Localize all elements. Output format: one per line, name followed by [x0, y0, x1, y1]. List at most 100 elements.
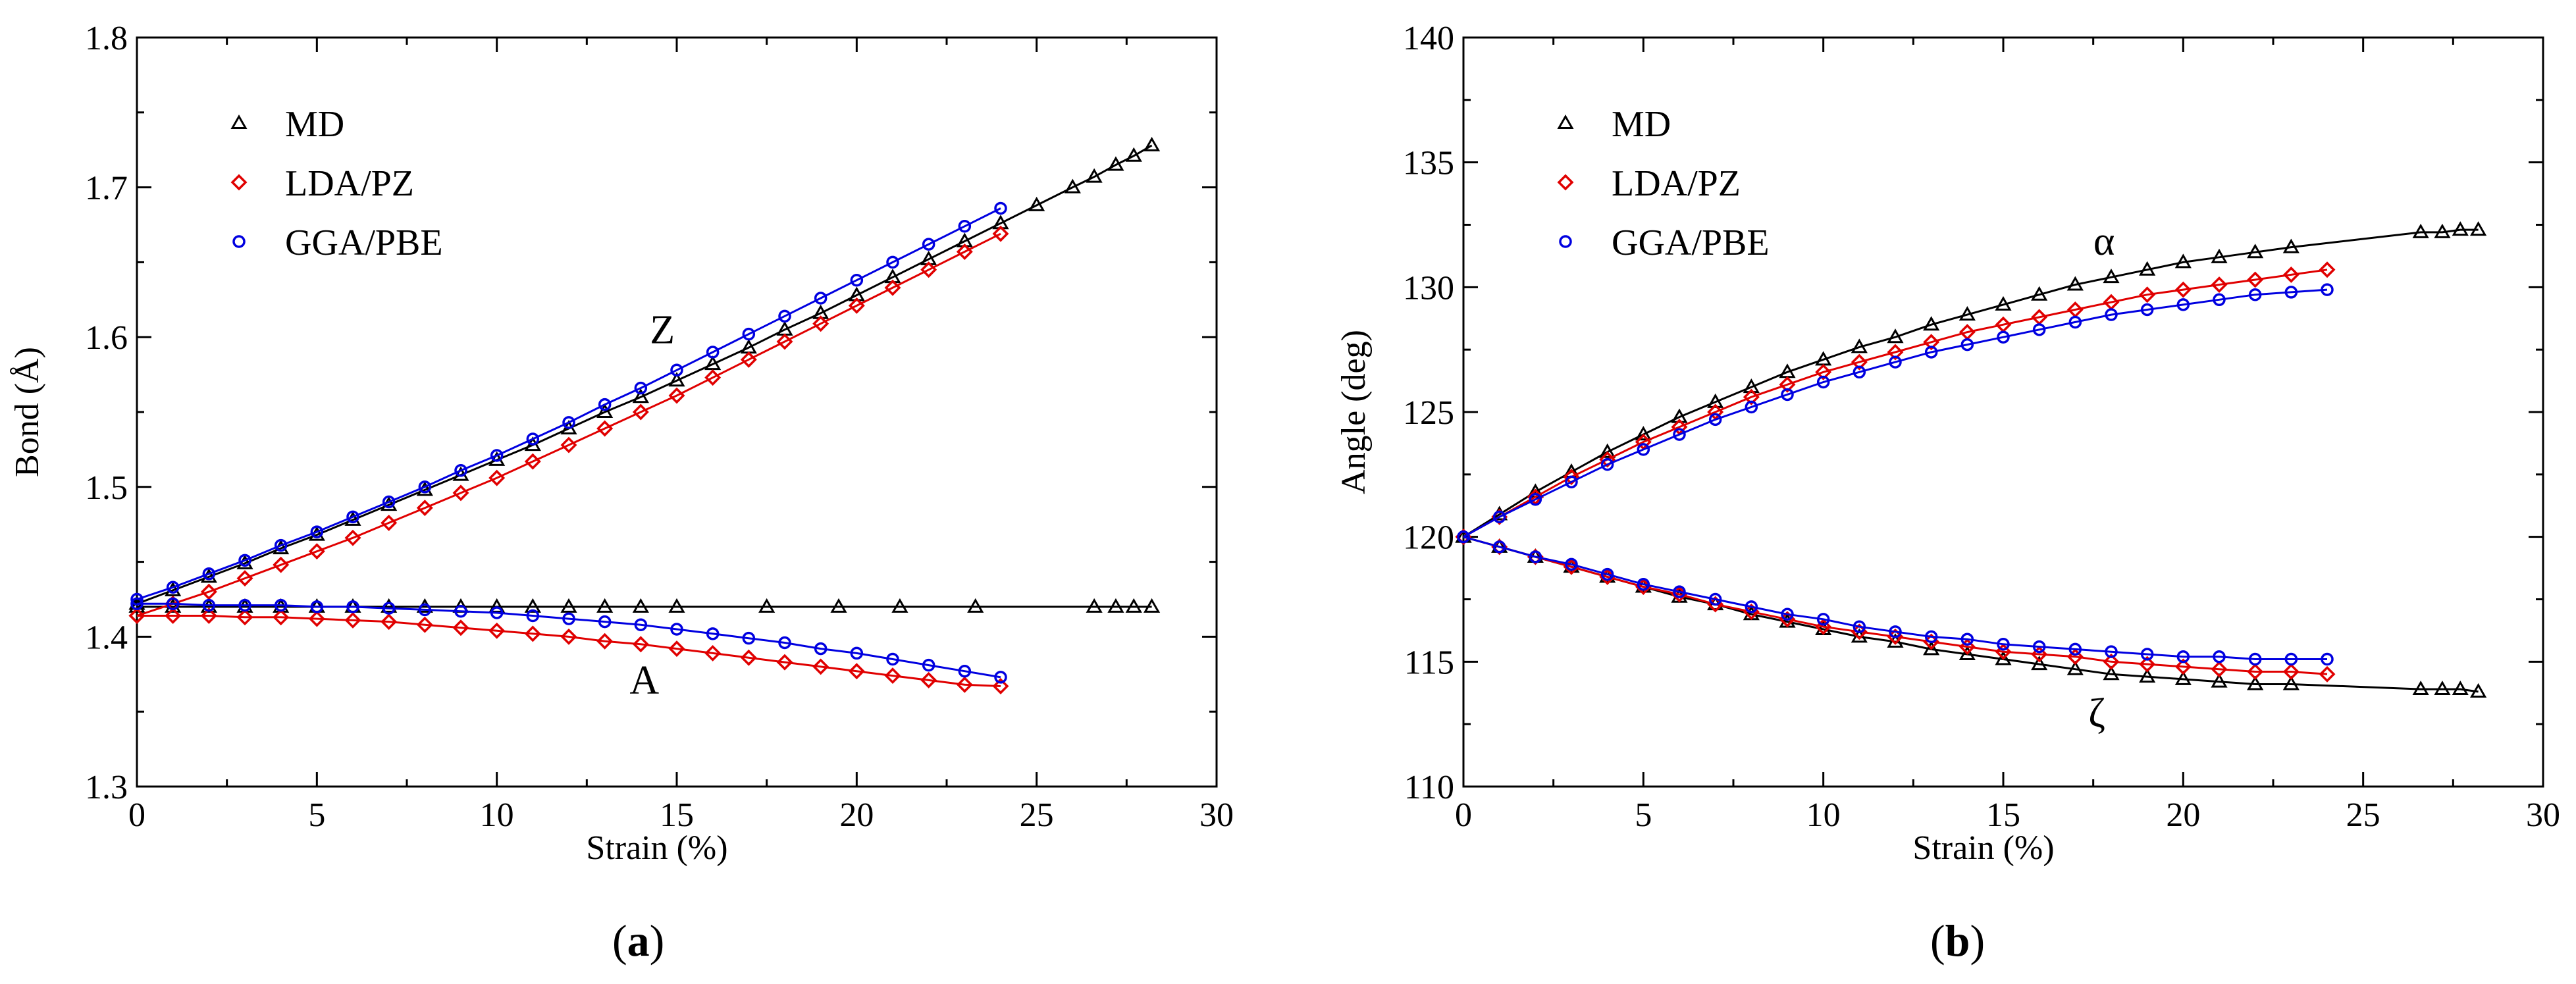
- x-tick-label: 0: [128, 796, 145, 834]
- data-point: [2139, 656, 2156, 673]
- data-point: [706, 627, 720, 640]
- data-point: [596, 420, 614, 437]
- annotation-greek: α: [2093, 219, 2115, 264]
- data-point: [202, 567, 216, 581]
- data-point: [742, 327, 756, 341]
- data-point: [1492, 510, 1506, 524]
- data-point: [344, 611, 361, 629]
- y-tick-label: 1.7: [85, 170, 128, 207]
- data-point: [2412, 223, 2429, 238]
- data-point: [165, 581, 182, 596]
- data-point: [670, 363, 683, 377]
- data-point: [848, 297, 865, 314]
- legend-label: MD: [285, 104, 344, 145]
- data-point: [2321, 283, 2334, 296]
- x-tick-label: 0: [1455, 796, 1472, 834]
- data-point: [812, 658, 829, 675]
- data-point: [848, 663, 865, 680]
- data-point: [668, 640, 685, 658]
- x-tick-label: 5: [1635, 796, 1652, 834]
- data-point: [236, 570, 253, 587]
- data-point: [454, 604, 467, 618]
- data-point: [2412, 681, 2429, 696]
- data-point: [758, 598, 775, 613]
- data-point: [1529, 550, 1542, 563]
- series-lda-pz-line: [136, 232, 1001, 617]
- data-point: [382, 602, 396, 615]
- data-point: [2174, 253, 2192, 269]
- data-point: [670, 623, 683, 636]
- data-point: [891, 598, 908, 613]
- data-point: [381, 514, 398, 531]
- data-point: [2284, 652, 2298, 666]
- data-point: [416, 500, 433, 517]
- legend-marker: [1557, 174, 1574, 191]
- data-point: [274, 598, 288, 612]
- y-tick-label: 125: [1403, 394, 1454, 432]
- data-point: [598, 615, 612, 629]
- data-point: [2248, 652, 2262, 666]
- data-point: [742, 631, 756, 645]
- data-point: [886, 255, 899, 269]
- data-point: [1815, 363, 1832, 380]
- data-point: [814, 292, 828, 305]
- x-axis-label: Strain (%): [586, 829, 727, 867]
- data-point: [2031, 656, 2048, 671]
- data-point: [1143, 136, 1161, 151]
- y-tick-label: 115: [1404, 644, 1454, 681]
- data-point: [956, 243, 973, 260]
- annotation-greek: ζ: [2088, 691, 2105, 736]
- data-point: [1745, 400, 1758, 414]
- data-point: [922, 658, 935, 672]
- data-point: [1529, 493, 1542, 506]
- data-point: [1143, 598, 1161, 613]
- data-point: [310, 525, 324, 538]
- data-point: [2282, 663, 2300, 680]
- x-tick-label: 20: [2166, 796, 2200, 834]
- series-gga-pbe-: [1457, 283, 2334, 544]
- data-point: [1853, 620, 1866, 633]
- panel-b-caption: (b): [1930, 915, 1985, 967]
- data-point: [2176, 650, 2190, 663]
- data-point: [1600, 567, 1614, 581]
- data-point: [740, 351, 757, 368]
- caption-b-letter: b: [1945, 916, 1970, 966]
- data-point: [2248, 288, 2262, 301]
- data-point: [2066, 648, 2084, 665]
- data-point: [1563, 469, 1580, 486]
- data-point: [1924, 346, 1938, 359]
- data-point: [1125, 147, 1142, 162]
- data-point: [2176, 298, 2190, 311]
- data-point: [2139, 668, 2156, 683]
- data-point: [526, 432, 540, 446]
- data-point: [2103, 665, 2120, 681]
- data-point: [1779, 376, 1796, 393]
- series-md-z: [128, 136, 1161, 610]
- series-gga-pbe-a: [130, 597, 1007, 684]
- data-point: [920, 261, 937, 278]
- data-point: [202, 598, 216, 612]
- data-point: [884, 279, 901, 296]
- series-gga-pbe-line: [137, 602, 1001, 679]
- data-point: [310, 600, 324, 613]
- y-tick-label: 130: [1403, 269, 1454, 307]
- data-point: [884, 667, 901, 685]
- legend-marker: [230, 174, 248, 191]
- legend-marker: [232, 235, 246, 248]
- data-point: [1599, 443, 1616, 458]
- y-tick-label: 1.3: [85, 769, 128, 806]
- x-tick-label: 20: [839, 796, 874, 834]
- data-point: [814, 642, 828, 656]
- data-point: [668, 598, 685, 613]
- data-point: [200, 583, 217, 600]
- data-point: [524, 598, 541, 613]
- x-tick-label: 15: [1986, 796, 2020, 834]
- y-tick-label: 1.5: [85, 469, 128, 507]
- data-point: [632, 388, 649, 403]
- data-point: [418, 603, 432, 617]
- data-point: [1086, 168, 1103, 183]
- caption-a-open: (: [612, 916, 627, 966]
- data-point: [922, 238, 935, 251]
- data-point: [488, 598, 506, 613]
